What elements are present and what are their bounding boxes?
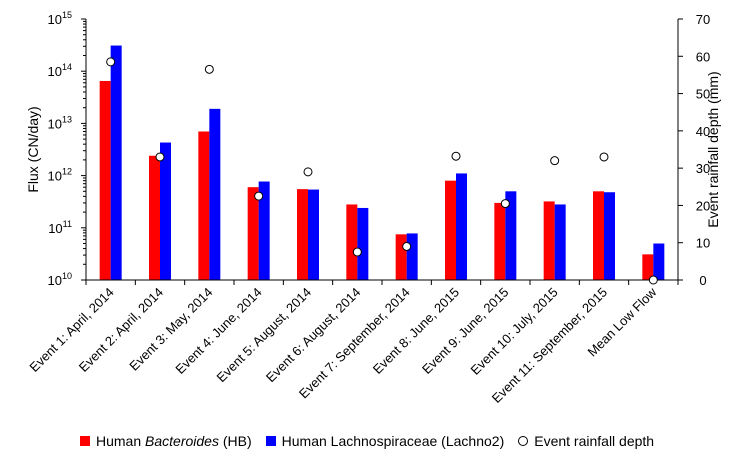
bar-lachno2-2: [160, 142, 171, 280]
legend-marker-circle: [518, 436, 529, 446]
right-tick-label: 60: [696, 49, 710, 64]
x-category-label: Event 1: April, 2014: [26, 285, 116, 375]
bar-lachno2-6: [357, 207, 369, 280]
bar-hb-8: [445, 180, 456, 280]
y-axis-label-right: Event rainfall depth (mm): [705, 71, 721, 227]
legend-swatch-red: [80, 436, 90, 446]
bar-lachno2-3: [209, 108, 221, 280]
bar-lachno2-8: [456, 173, 467, 280]
rainfall-point-12: [648, 275, 658, 285]
bar-lachno2-7: [406, 233, 418, 280]
right-tick-label: 0: [699, 273, 706, 288]
legend-item-rainfall: Event rainfall depth: [518, 433, 654, 449]
legend-item-lachno2: Human Lachnospiraceae (Lachno2): [265, 433, 505, 449]
right-tick-label: 30: [696, 161, 710, 176]
right-tick-label: 20: [696, 198, 710, 213]
labels-layer: 1010 1011 1012 1013 1014 1015 0 10 20 30 40 50 60 70 E…: [25, 10, 721, 406]
legend-label-lachno2: Human Lachnospiraceae (Lachno2): [281, 433, 505, 449]
x-category-label: Event 6: August, 2014: [263, 285, 364, 386]
bar-lachno2-4: [258, 181, 270, 280]
x-category-label: Event 10: July, 2015: [468, 285, 561, 378]
bar-lachno2-1: [110, 45, 122, 280]
rainfall-point-11: [599, 152, 609, 162]
rainfall-point-4: [254, 191, 264, 201]
left-tick-label: 1013: [48, 114, 72, 131]
rainfall-point-7: [402, 241, 412, 251]
legend-item-hb: Human Bacteroides (HB): [80, 433, 252, 449]
left-tick-label: 1015: [48, 10, 72, 27]
legend-swatch-blue: [265, 436, 276, 446]
legend-label-hb: Human Bacteroides (HB): [96, 433, 252, 449]
legend: Human Bacteroides (HB) Human Lachnospira…: [80, 432, 720, 450]
left-tick-label: 1010: [48, 271, 72, 288]
right-tick-label: 70: [696, 12, 710, 27]
rainfall-point-2: [155, 152, 165, 162]
legend-label-rainfall: Event rainfall depth: [534, 433, 655, 449]
x-category-label: Event 9: June, 2015: [419, 285, 511, 377]
right-tick-label: 40: [696, 124, 710, 139]
axes-layer: [81, 18, 683, 285]
rainfall-point-3: [204, 64, 214, 74]
points-layer: [106, 57, 658, 285]
rainfall-point-1: [106, 57, 116, 67]
left-tick-label: 1014: [48, 62, 72, 79]
bars-layer: [99, 45, 665, 281]
bar-hb-12: [642, 254, 654, 280]
bar-hb-7: [395, 234, 407, 280]
bar-hb-1: [99, 80, 111, 281]
bar-lachno2-10: [554, 204, 566, 280]
x-category-label: Event 3: May, 2014: [126, 285, 215, 374]
rainfall-point-10: [550, 156, 560, 166]
left-tick-label: 1011: [48, 219, 72, 236]
rainfall-point-9: [500, 199, 510, 209]
x-category-label: Event 2: April, 2014: [76, 285, 166, 375]
x-category-label: Event 8: June, 2015: [370, 285, 462, 377]
bar-lachno2-12: [653, 243, 665, 280]
bar-hb-3: [198, 131, 210, 280]
bar-hb-9: [494, 202, 506, 280]
axis-lines: [85, 19, 679, 281]
bar-hb-2: [149, 155, 160, 280]
left-tick-label: 1012: [48, 167, 72, 184]
bar-hb-10: [543, 201, 555, 280]
bar-hb-11: [593, 191, 604, 280]
bar-lachno2-11: [604, 192, 615, 280]
rainfall-point-5: [303, 167, 313, 177]
right-tick-label: 10: [696, 236, 710, 251]
rainfall-point-6: [352, 247, 362, 257]
bar-lachno2-5: [308, 189, 319, 280]
x-category-label: Event 5: August, 2014: [214, 285, 315, 386]
y-axis-label-left: Flux (CN/day): [25, 106, 41, 192]
rainfall-point-8: [451, 151, 461, 161]
bar-lachno2-9: [505, 191, 517, 280]
bar-hb-5: [297, 189, 308, 280]
right-tick-label: 50: [696, 87, 710, 102]
bar-hb-6: [346, 204, 358, 280]
bar-hb-4: [247, 187, 259, 280]
x-category-label: Event 4: June, 2014: [172, 285, 264, 377]
